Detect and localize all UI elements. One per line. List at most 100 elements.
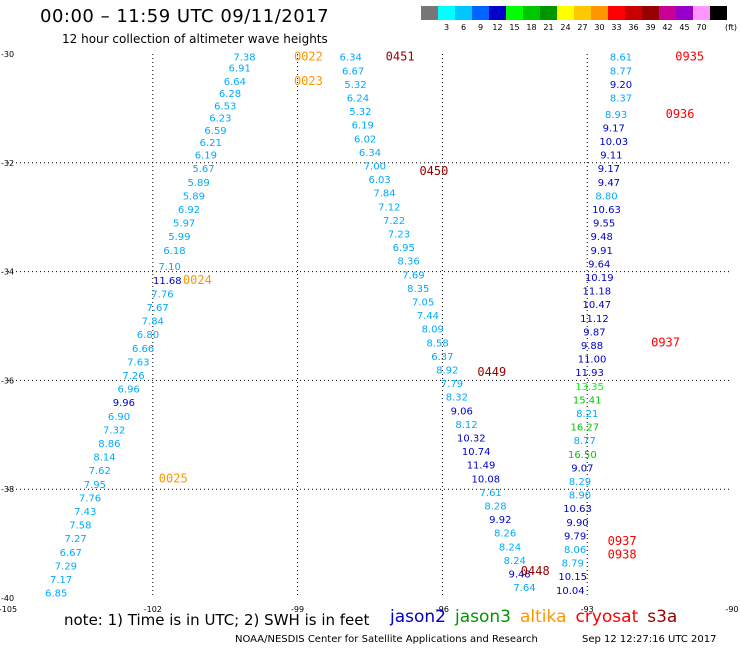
wave-height-value: 8.12 [455,420,477,431]
pass-time-label: 0448 [521,564,550,578]
color-scale-tick: 45 [679,23,690,32]
wave-height-value: 9.48 [591,232,613,243]
wave-height-value: 7.63 [127,357,149,368]
satellite-legend: jason2 jason3 altika cryosat s3a [390,607,686,627]
color-scale-tick: 12 [492,23,503,32]
lat-tick-label: -30 [1,50,14,59]
wave-height-value: 9.87 [583,327,605,338]
wave-height-value: 6.64 [224,77,246,88]
wave-height-value: 6.67 [342,66,364,77]
pass-time-label: 0024 [183,273,212,287]
lon-tick-label: -105 [0,605,17,614]
wave-height-value: 6.34 [340,53,362,64]
color-scale-tick: 6 [460,23,467,32]
wave-height-value: 7.12 [378,202,400,213]
lon-tick-label: -93 [581,605,594,614]
wave-height-value: 9.64 [588,259,610,270]
wave-height-value: 11.00 [578,355,607,366]
wave-height-value: 7.17 [50,575,72,586]
color-scale-swatch [642,6,659,20]
wave-height-value: 7.10 [159,262,181,273]
color-scale-tick: 21 [543,23,554,32]
color-scale-swatch [438,6,455,20]
lon-tick-label: -99 [291,605,304,614]
wave-height-value: 11.49 [467,461,496,472]
wave-height-value: 8.14 [93,453,115,464]
generated-timestamp: Sep 12 12:27:16 UTC 2017 [582,634,717,645]
wave-height-value: 7.43 [74,507,96,518]
wave-height-value: 8.28 [484,502,506,513]
wave-height-value: 8.92 [436,366,458,377]
wave-height-value: 8.26 [494,529,516,540]
wave-height-value: 9.17 [598,164,620,175]
wave-height-value: 8.61 [610,53,632,64]
pass-time-label: 0935 [675,50,704,64]
pass-time-label: 0937 [651,335,680,349]
wave-height-value: 8.80 [595,191,617,202]
map-title: 00:00 – 11:59 UTC 09/11/2017 [40,6,330,27]
wave-height-value: 6.91 [229,64,251,75]
wave-height-value: 10.04 [556,586,585,597]
wave-height-value: 11.68 [153,276,182,287]
wave-height-value: 11.18 [583,287,612,298]
legend-jason3: jason3 [455,607,511,627]
wave-height-value: 8.37 [610,94,632,105]
color-scale-swatch [523,6,540,20]
color-scale-tick: 9 [477,23,484,32]
color-scale-swatch [455,6,472,20]
wave-height-value: 6.19 [195,151,217,162]
lat-tick-label: -36 [1,376,14,385]
wave-height-value: 6.96 [118,385,140,396]
color-scale-swatch [693,6,710,20]
color-scale-swatch [591,6,608,20]
pass-time-label: 0450 [419,164,448,178]
wave-height-value: 7.69 [402,270,424,281]
pass-time-label: 0936 [666,107,695,121]
wave-height-value: 8.58 [426,338,448,349]
wave-height-value: 6.02 [354,134,376,145]
wave-height-value: 9.55 [593,219,615,230]
wave-height-value: 5.99 [168,232,190,243]
wave-height-value: 9.11 [600,151,622,162]
wave-height-value: 16.50 [568,450,597,461]
wave-height-value: 6.59 [204,126,226,137]
wave-height-value: 7.95 [84,480,106,491]
wave-height-value: 7.79 [441,379,463,390]
wave-height-value: 6.66 [132,344,154,355]
wave-height-value: 7.76 [151,289,173,300]
wave-height-value: 6.80 [137,330,159,341]
wave-height-value: 6.85 [45,589,67,600]
wave-height-value: 9.48 [508,570,530,581]
pass-time-label: 0449 [477,365,506,379]
wave-height-value: 9.17 [603,123,625,134]
wave-height-value: 7.61 [480,488,502,499]
wave-height-value: 11.12 [580,314,609,325]
lat-tick-label: -38 [1,485,14,494]
pass-time-label: 0451 [386,50,415,64]
color-scale-tick: 27 [577,23,588,32]
wave-height-value: 9.47 [598,178,620,189]
wave-height-value: 10.08 [472,474,501,485]
wave-height-value: 6.37 [431,352,453,363]
wave-height-value: 7.00 [364,162,386,173]
wave-height-value: 8.90 [569,491,591,502]
color-scale-swatch [557,6,574,20]
wave-height-value: 6.28 [219,89,241,100]
wave-height-value: 6.21 [200,138,222,149]
wave-height-value: 5.32 [349,107,371,118]
wave-height-value: 15.41 [573,395,602,406]
wave-height-value: 16.27 [570,423,599,434]
wave-height-value: 7.27 [64,534,86,545]
wave-height-value: 7.67 [146,303,168,314]
color-scale-swatch [574,6,591,20]
wave-height-value: 13.35 [575,382,604,393]
color-scale-swatch [625,6,642,20]
wave-height-value: 9.79 [564,531,586,542]
wave-height-value: 6.24 [347,94,369,105]
color-scale-tick: 42 [662,23,673,32]
color-scale-swatch [540,6,557,20]
wave-height-value: 9.90 [566,518,588,529]
footer-note: note: 1) Time is in UTC; 2) SWH is in fe… [64,611,370,629]
wave-height-value: 10.15 [558,572,587,583]
color-scale-unit: (ft) [725,23,738,32]
